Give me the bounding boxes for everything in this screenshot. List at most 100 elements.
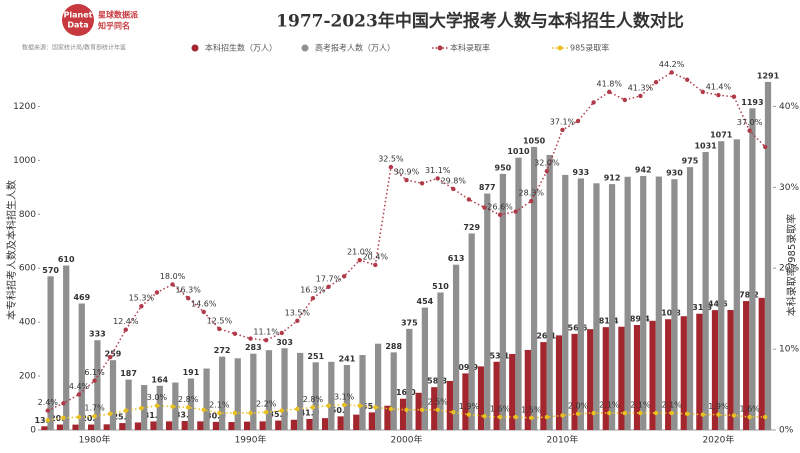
bar-value-label: 478.2 — [734, 291, 759, 300]
point — [201, 309, 206, 315]
bar — [88, 424, 95, 430]
point — [466, 412, 472, 417]
point — [404, 407, 409, 412]
bar-value-label: 35.0 — [268, 410, 288, 419]
point — [529, 198, 534, 204]
legend-swatch — [301, 44, 309, 52]
bar-value-label: 1050 — [523, 136, 546, 145]
legend-swatch — [557, 45, 563, 51]
point-value-label: 1.6% — [490, 405, 511, 414]
point — [544, 414, 550, 420]
bar — [431, 387, 438, 430]
bar — [640, 176, 647, 430]
bar-value-label: 1010 — [507, 147, 530, 156]
point-value-label: 30.9% — [394, 168, 420, 177]
point-value-label: 12.5% — [207, 316, 233, 325]
point — [575, 118, 581, 124]
y-tick-label: 200 — [19, 372, 36, 382]
point-value-label: 13.5% — [285, 308, 311, 317]
bar-value-label: 877 — [479, 183, 496, 192]
bar — [166, 421, 173, 430]
bar-value-label: 375 — [401, 318, 418, 327]
point — [388, 164, 394, 170]
point — [279, 330, 284, 336]
bar — [633, 325, 641, 430]
legend-swatch — [191, 44, 199, 52]
point — [607, 89, 612, 95]
bar-value-label: 253.1 — [484, 351, 510, 360]
point — [669, 410, 674, 416]
x-tick-label: 1990年 — [235, 434, 267, 446]
bar — [452, 264, 460, 430]
bar-value-label: 333 — [89, 330, 106, 339]
bar-value-label: 33.3 — [175, 411, 195, 420]
point-value-label: 2.8% — [178, 395, 199, 404]
bar — [275, 420, 282, 430]
bar — [134, 422, 142, 430]
bar-value-label: 912 — [604, 174, 621, 183]
bar — [321, 418, 329, 430]
bar — [156, 385, 163, 430]
point — [185, 405, 191, 410]
point — [232, 410, 238, 416]
point — [591, 100, 596, 105]
bar-value-label: 610 — [58, 255, 75, 264]
point-value-label: 41.4% — [706, 83, 732, 92]
bar — [530, 146, 538, 430]
point-value-label: 16.3% — [300, 286, 326, 295]
point — [513, 209, 518, 214]
bar-value-label: 259 — [105, 350, 122, 359]
point — [310, 295, 316, 301]
point — [731, 94, 737, 99]
point-value-label: 41.3% — [628, 83, 654, 92]
point — [123, 327, 128, 332]
point — [232, 331, 238, 336]
source: 数据来源：国家统计局/教育部统计年鉴 — [22, 44, 126, 52]
bar — [219, 356, 226, 430]
bar-value-label: 950 — [495, 163, 512, 172]
bar — [265, 350, 273, 430]
point — [295, 318, 300, 323]
point-value-label: 18.0% — [160, 272, 186, 281]
bar — [125, 379, 132, 430]
bar — [671, 179, 678, 430]
bar — [446, 380, 453, 430]
point-value-label: 2.1% — [630, 401, 651, 410]
bar — [571, 333, 578, 430]
bar-value-label: 283 — [245, 343, 262, 352]
logo-badge — [62, 4, 94, 36]
bar — [119, 423, 126, 430]
x-tick-label: 2010年 — [547, 434, 579, 446]
point — [248, 336, 253, 341]
point-value-label: 2.8% — [303, 395, 324, 404]
point — [310, 405, 316, 410]
bar — [353, 414, 360, 430]
point-value-label: 6.1% — [84, 368, 105, 377]
bar — [733, 139, 740, 430]
point — [716, 92, 721, 98]
point — [529, 415, 534, 421]
y2-axis-title: 本科录取率/985录取率 — [785, 214, 798, 316]
point — [653, 79, 659, 85]
point-value-label: 26.6% — [487, 202, 513, 211]
bar-value-label: 272 — [214, 346, 231, 355]
bar — [306, 418, 313, 430]
chart-title: 1977-2023年中国大学报考人数与本科招生人数对比 — [276, 11, 684, 32]
point-value-label: 32.5% — [378, 155, 404, 164]
point — [139, 304, 144, 309]
bar — [281, 348, 288, 430]
bar — [749, 108, 756, 430]
point — [575, 411, 581, 417]
point — [373, 405, 378, 410]
y-tick-label: 1000 — [13, 156, 36, 166]
point — [451, 186, 456, 192]
point — [591, 410, 596, 416]
bar-value-label: 1071 — [710, 131, 733, 140]
point-value-label: 2.1% — [209, 401, 230, 410]
legend-swatch — [437, 45, 443, 51]
logo-sub: 知乎同名 — [98, 21, 130, 31]
bar-value-label: 1193 — [741, 98, 763, 107]
bar — [94, 340, 101, 430]
point — [747, 128, 752, 133]
bar-value-label: 613 — [448, 254, 465, 263]
